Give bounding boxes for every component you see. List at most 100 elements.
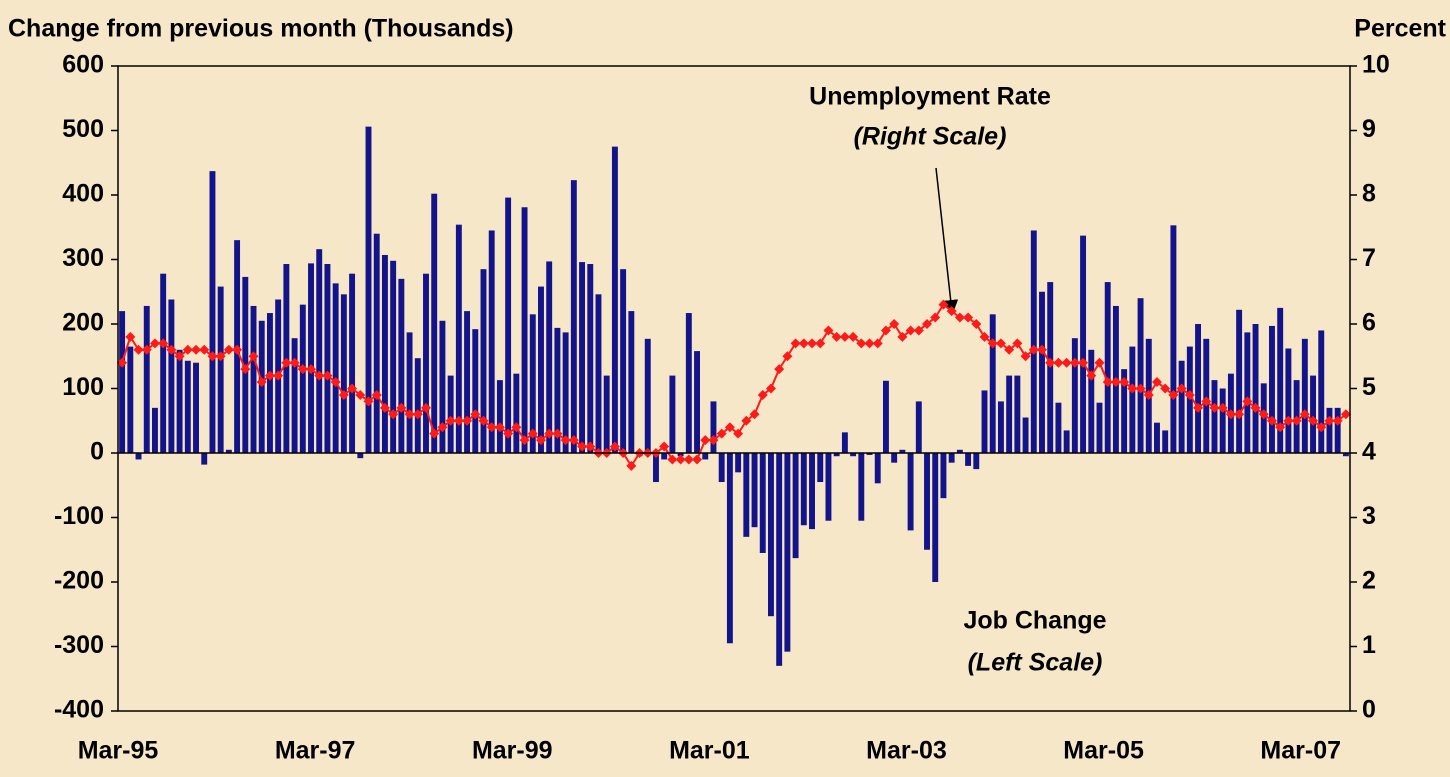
bar (743, 453, 750, 537)
annotation-note: (Right Scale) (854, 123, 1007, 151)
bar (250, 305, 257, 453)
bar (718, 453, 725, 483)
line-marker (1004, 344, 1015, 355)
bar (455, 224, 462, 453)
line-marker (404, 409, 415, 420)
line-marker (774, 364, 785, 375)
y2-tick-label: 6 (1362, 309, 1376, 337)
y-tick-label: 100 (62, 373, 104, 401)
bar (340, 294, 347, 453)
bar (217, 286, 224, 453)
bar (915, 401, 922, 453)
bar (956, 449, 963, 453)
bar (726, 453, 733, 644)
bar (989, 314, 996, 453)
bar (1195, 324, 1202, 453)
line-marker (1135, 383, 1146, 394)
line-marker (166, 344, 177, 355)
bar (1244, 332, 1251, 453)
bar (488, 230, 495, 453)
bar (669, 375, 676, 453)
line-marker (322, 370, 333, 381)
line-marker (1234, 409, 1245, 420)
line-marker (355, 389, 366, 400)
bar (357, 453, 364, 459)
bar (1071, 338, 1078, 453)
bar (308, 263, 314, 453)
bar (266, 313, 273, 453)
bar (513, 373, 520, 453)
line-marker (232, 344, 243, 355)
line-marker (626, 460, 637, 471)
bar (579, 262, 586, 453)
line-marker (577, 441, 588, 452)
line-marker (1258, 409, 1269, 420)
line-marker (1283, 415, 1294, 426)
bar (1301, 338, 1308, 453)
y-tick-label: -100 (54, 502, 104, 530)
line-marker (946, 306, 957, 317)
bar (1104, 282, 1111, 453)
bar (940, 453, 947, 499)
line-marker (856, 338, 867, 349)
line-marker (692, 454, 703, 465)
bar (1030, 230, 1037, 453)
y-tick-label: 300 (62, 244, 104, 272)
y2-tick-label: 5 (1362, 373, 1376, 401)
line-marker (412, 409, 423, 420)
bar (1162, 430, 1169, 453)
bar (472, 329, 479, 453)
bar (160, 273, 167, 453)
line-marker (470, 409, 481, 420)
line-marker (371, 389, 382, 400)
line-marker (297, 364, 308, 375)
line-marker (1094, 357, 1105, 368)
bar (603, 375, 610, 453)
line-marker (609, 441, 620, 452)
bar (168, 299, 175, 453)
line-marker (445, 415, 456, 426)
bar (398, 278, 405, 453)
bar (800, 453, 807, 526)
line-marker (815, 338, 826, 349)
line-marker (421, 402, 431, 413)
bar (373, 233, 380, 453)
bar (176, 349, 183, 453)
bar (1129, 346, 1136, 453)
line-marker (839, 331, 850, 342)
bar (1080, 235, 1087, 453)
line-marker (905, 325, 916, 336)
line-marker (174, 351, 185, 362)
line-marker (848, 331, 859, 342)
bar (365, 126, 372, 453)
line-marker (963, 312, 974, 323)
line-marker (256, 377, 267, 388)
x-tick-label: Mar-07 (1260, 737, 1341, 765)
bar (694, 351, 700, 453)
bar (1285, 348, 1292, 453)
bar (1342, 453, 1349, 457)
bar (907, 453, 914, 531)
y-axis-title: Change from previous month (Thousands) (8, 15, 514, 43)
bar (858, 453, 865, 521)
line-marker (1266, 415, 1277, 426)
line-marker (782, 351, 793, 362)
bar (1137, 298, 1144, 453)
bar (332, 283, 339, 453)
line-marker (453, 415, 464, 426)
bar (776, 453, 783, 666)
bar (538, 286, 544, 453)
bar (381, 254, 388, 453)
line-marker (880, 325, 891, 336)
bar (817, 453, 824, 483)
y-tick-label: -300 (54, 631, 104, 659)
bar (1219, 388, 1226, 453)
y2-tick-label: 1 (1362, 631, 1376, 659)
y2-tick-label: 8 (1362, 180, 1376, 208)
bar (948, 453, 955, 463)
y-tick-label: -200 (54, 567, 104, 595)
bar (480, 269, 487, 453)
line-marker (289, 357, 300, 368)
line-marker (1250, 402, 1261, 413)
bar (932, 453, 939, 582)
